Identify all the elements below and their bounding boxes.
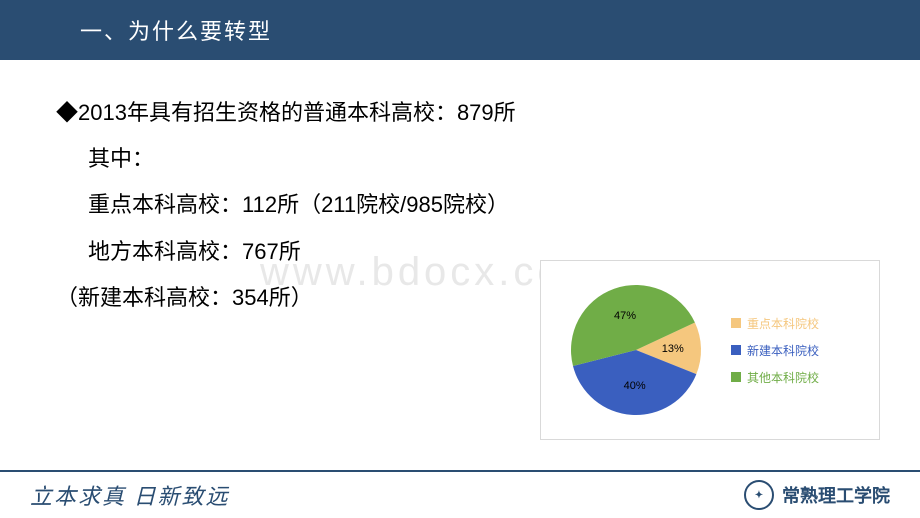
legend-item: 其他本科院校 (731, 369, 871, 386)
bullet-line-1: ◆2013年具有招生资格的普通本科高校：879所 (40, 90, 880, 136)
bullet-line-2: 其中： (40, 136, 880, 182)
school-logo-icon: ✦ (744, 480, 774, 510)
bullet-line-3: 重点本科高校：112所（211院校/985院校） (40, 182, 880, 228)
slide-footer: 立本求真 日新致远 ✦ 常熟理工学院 (0, 470, 920, 518)
pie-pct-label: 13% (662, 343, 684, 355)
legend-swatch (731, 345, 741, 355)
header-title: 一、为什么要转型 (80, 14, 272, 46)
footer-school: ✦ 常熟理工学院 (744, 480, 890, 510)
slide-content: www.bdocx.com ◆2013年具有招生资格的普通本科高校：879所 其… (0, 60, 920, 321)
footer-motto: 立本求真 日新致远 (30, 479, 230, 511)
slide-header: 一、为什么要转型 (0, 0, 920, 60)
bullet-line-4: 地方本科高校：767所 (40, 229, 880, 275)
bullet-line-5: （新建本科高校：354所） (40, 275, 880, 321)
legend-item: 新建本科院校 (731, 342, 871, 359)
legend-label: 新建本科院校 (747, 342, 819, 359)
legend-swatch (731, 372, 741, 382)
legend-label: 其他本科院校 (747, 369, 819, 386)
pie-pct-label: 40% (624, 380, 646, 392)
school-name: 常熟理工学院 (782, 482, 890, 508)
